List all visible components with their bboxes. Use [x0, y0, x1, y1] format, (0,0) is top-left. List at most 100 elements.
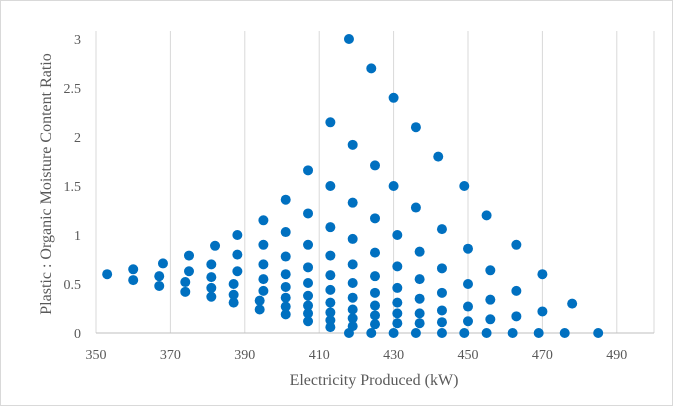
data-point: [459, 181, 470, 191]
data-point: [511, 285, 522, 296]
x-tick-label: 410: [309, 348, 330, 363]
data-point: [559, 328, 570, 338]
data-point: [370, 300, 380, 311]
data-point: [511, 311, 522, 322]
x-tick-label: 370: [160, 348, 181, 363]
data-point: [303, 278, 314, 289]
data-point: [370, 271, 380, 282]
y-tick-label: 1: [74, 229, 81, 244]
x-tick-label: 350: [86, 348, 107, 363]
y-axis-ticks: 0 0.5 1 1.5 2 2.5 3: [64, 33, 82, 342]
y-tick-label: 2.5: [64, 82, 82, 97]
data-point: [436, 305, 447, 316]
data-point: [370, 160, 380, 171]
data-point: [303, 165, 314, 176]
data-point: [325, 181, 336, 191]
data-point: [258, 239, 269, 250]
data-point: [347, 304, 358, 315]
data-point: [463, 279, 473, 289]
data-point: [537, 269, 548, 280]
data-point: [463, 301, 473, 312]
data-point: [366, 328, 377, 338]
data-point: [370, 213, 380, 224]
data-point: [157, 258, 168, 269]
data-point: [325, 284, 336, 295]
data-point: [228, 279, 239, 289]
x-axis-title: Electricity Produced (kW): [290, 372, 459, 389]
data-point: [392, 297, 403, 308]
data-point: [154, 280, 165, 291]
data-point: [280, 292, 291, 303]
data-point: [325, 297, 336, 308]
data-point: [392, 230, 403, 240]
data-point: [392, 308, 403, 319]
data-point: [280, 309, 291, 320]
data-point: [325, 222, 336, 233]
data-point: [280, 301, 291, 312]
data-point: [481, 328, 492, 338]
data-point: [303, 300, 314, 311]
data-point: [303, 208, 314, 219]
x-tick-label: 390: [234, 348, 255, 363]
data-point: [459, 328, 470, 338]
data-point: [228, 297, 239, 308]
data-point: [280, 269, 291, 280]
data-point: [414, 274, 425, 285]
data-point: [347, 233, 358, 244]
data-point: [410, 122, 421, 133]
data-point: [593, 328, 604, 338]
x-axis-ticks: 350 370 390 410 430 450 470 490: [86, 348, 628, 363]
data-point: [414, 293, 425, 304]
data-point: [410, 202, 421, 213]
data-point: [436, 224, 447, 235]
data-point: [232, 230, 243, 240]
data-point: [485, 314, 496, 325]
data-point: [392, 282, 403, 293]
data-point: [228, 289, 239, 300]
data-point: [433, 151, 444, 162]
data-point: [232, 266, 243, 277]
data-point: [410, 328, 421, 338]
data-point: [180, 286, 191, 297]
data-point: [325, 322, 336, 333]
data-point: [347, 321, 358, 332]
data-point: [481, 210, 492, 221]
data-point: [436, 328, 447, 338]
data-point: [347, 313, 358, 324]
data-point: [392, 318, 403, 329]
data-point: [533, 328, 544, 338]
data-point: [303, 316, 314, 327]
data-point: [388, 181, 399, 191]
data-point: [485, 265, 496, 276]
data-point: [206, 291, 217, 302]
data-point: [370, 319, 380, 330]
data-point: [414, 246, 425, 257]
data-point: [485, 294, 496, 305]
data-point: [436, 263, 447, 274]
data-point: [325, 117, 336, 128]
data-points: [102, 34, 604, 338]
data-point: [280, 281, 291, 292]
x-tick-label: 470: [532, 348, 553, 363]
y-tick-label: 3: [74, 33, 81, 48]
data-point: [102, 269, 113, 280]
data-point: [258, 259, 269, 270]
data-point: [258, 215, 269, 226]
data-point: [392, 261, 403, 272]
y-tick-label: 2: [74, 131, 81, 146]
data-point: [567, 298, 578, 309]
data-point: [370, 310, 380, 321]
data-point: [303, 308, 314, 319]
data-point: [280, 251, 291, 262]
data-point: [347, 292, 358, 303]
data-point: [280, 194, 291, 205]
data-point: [325, 315, 336, 326]
data-point: [347, 259, 358, 270]
data-point: [325, 307, 336, 318]
x-tick-label: 490: [606, 348, 627, 363]
y-tick-label: 0: [74, 327, 81, 342]
data-point: [210, 240, 221, 251]
data-point: [414, 318, 425, 329]
data-point: [388, 92, 399, 103]
